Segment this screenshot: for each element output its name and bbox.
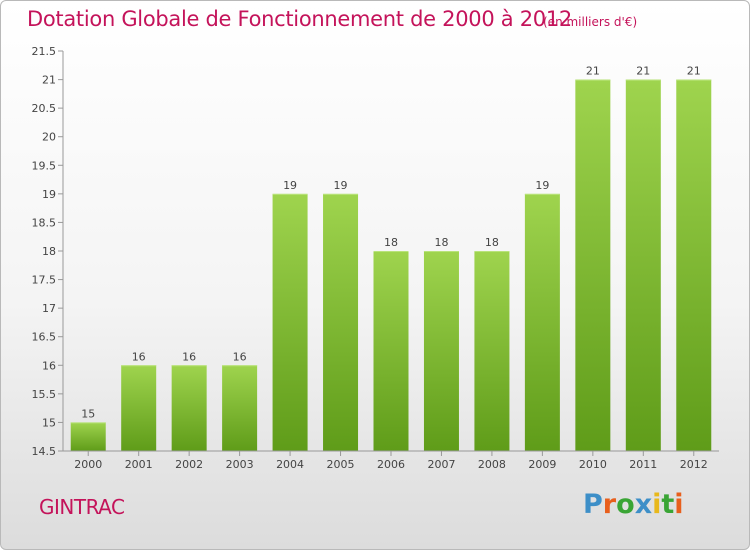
data-label: 16: [182, 350, 196, 363]
proxiti-logo[interactable]: Proxiti: [583, 489, 684, 520]
logo-letter: o: [616, 489, 635, 520]
logo-letter: x: [634, 489, 653, 520]
bar-2002: [171, 365, 207, 451]
data-label: 15: [81, 407, 95, 420]
data-label: 18: [384, 236, 398, 249]
bar-2005: [323, 193, 359, 451]
logo-letter: r: [602, 489, 617, 520]
y-tick-label: 21: [42, 74, 56, 87]
x-tick-label: 2000: [74, 458, 102, 471]
x-tick-label: 2006: [377, 458, 405, 471]
y-tick-label: 15: [42, 416, 56, 429]
chart-title: Dotation Globale de Fonctionnement de 20…: [27, 7, 572, 31]
y-tick-label: 20: [42, 131, 56, 144]
y-tick-label: 18: [42, 245, 56, 258]
bar-2010: [575, 79, 611, 452]
bar-2009: [524, 193, 560, 451]
data-label: 16: [132, 350, 146, 363]
data-label: 19: [334, 179, 348, 192]
bar-2001: [121, 365, 157, 451]
chart-subtitle: (en milliers d'€): [543, 15, 638, 29]
bar-2004: [272, 193, 308, 451]
bar-2006: [373, 251, 409, 451]
data-label: 16: [233, 350, 247, 363]
y-tick-label: 14.5: [32, 445, 57, 458]
x-tick-label: 2005: [327, 458, 355, 471]
data-label: 18: [434, 236, 448, 249]
logo-letter: i: [652, 489, 662, 520]
x-tick-label: 2002: [175, 458, 203, 471]
y-tick-label: 20.5: [32, 102, 57, 115]
data-label: 21: [586, 65, 600, 78]
data-label: 19: [535, 179, 549, 192]
x-tick-label: 2012: [680, 458, 708, 471]
y-tick-label: 21.5: [32, 45, 57, 58]
x-tick-label: 2007: [427, 458, 455, 471]
bar-2000: [70, 422, 106, 451]
data-label: 18: [485, 236, 499, 249]
data-label: 21: [687, 65, 701, 78]
x-tick-label: 2004: [276, 458, 304, 471]
bar-2012: [676, 79, 712, 452]
y-tick-label: 16.5: [32, 331, 57, 344]
logo-letter: P: [583, 489, 603, 520]
data-label: 19: [283, 179, 297, 192]
y-tick-label: 16: [42, 359, 56, 372]
bar-2011: [625, 79, 661, 452]
bar-2003: [222, 365, 258, 451]
commune-name: GINTRAC: [39, 495, 125, 519]
x-tick-label: 2003: [226, 458, 254, 471]
y-tick-label: 17: [42, 302, 56, 315]
y-tick-label: 15.5: [32, 388, 57, 401]
logo-letter: i: [674, 489, 684, 520]
data-label: 21: [636, 65, 650, 78]
x-tick-label: 2001: [125, 458, 153, 471]
y-tick-label: 19.5: [32, 159, 57, 172]
y-tick-label: 19: [42, 188, 56, 201]
x-tick-label: 2010: [579, 458, 607, 471]
bar-2007: [423, 251, 459, 451]
x-tick-label: 2009: [528, 458, 556, 471]
y-tick-label: 17.5: [32, 274, 57, 287]
y-tick-label: 18.5: [32, 216, 57, 229]
logo-letter: t: [661, 489, 675, 520]
x-tick-label: 2011: [629, 458, 657, 471]
x-tick-label: 2008: [478, 458, 506, 471]
bar-2008: [474, 251, 510, 451]
